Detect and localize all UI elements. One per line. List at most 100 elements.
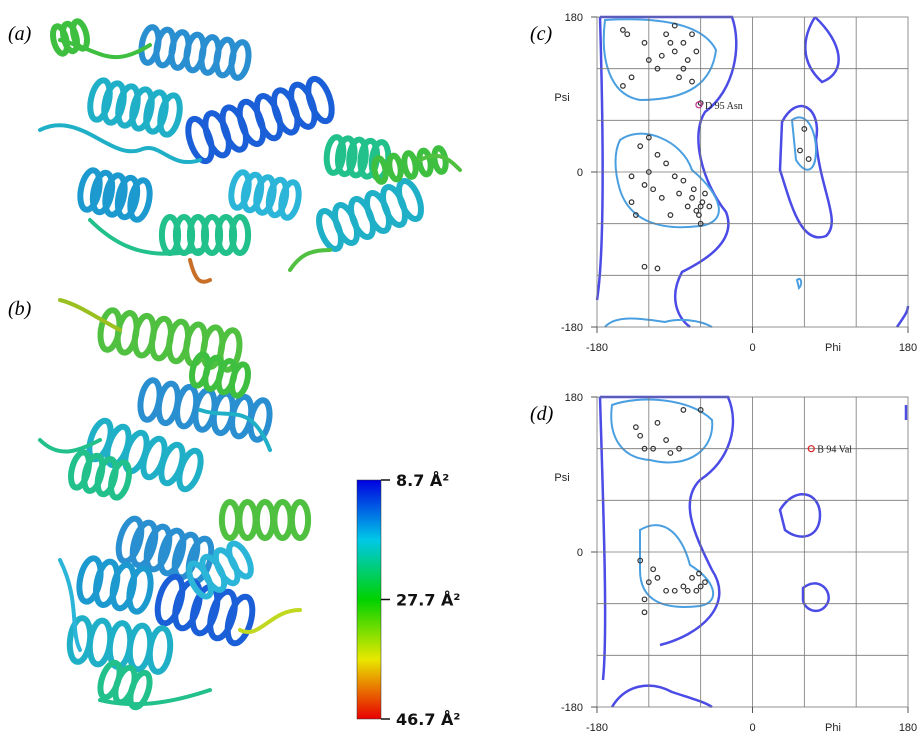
point	[684, 203, 691, 210]
helix-turn	[224, 593, 256, 647]
x-tick-label: 180	[899, 722, 917, 733]
loop	[418, 153, 462, 172]
helix-turn	[114, 174, 141, 221]
helix-turn	[278, 179, 302, 221]
point	[645, 134, 652, 141]
point	[628, 74, 635, 81]
helix-turn	[146, 625, 174, 675]
point	[650, 186, 657, 193]
point	[684, 57, 691, 63]
x-tick-label: 0	[749, 722, 755, 733]
point	[689, 194, 695, 201]
loop	[58, 298, 122, 332]
x-tick-label: 180	[899, 342, 917, 354]
helix-turn	[305, 75, 335, 125]
helix-turn	[157, 527, 187, 577]
point	[676, 74, 682, 81]
point	[637, 557, 644, 564]
helix-turn	[154, 573, 186, 627]
point	[645, 169, 652, 175]
y-tick-label: -180	[561, 322, 583, 334]
point	[696, 212, 702, 218]
x-axis-label: Phi	[825, 342, 841, 354]
loop	[58, 38, 152, 60]
loop	[238, 608, 302, 634]
helix-turn	[207, 588, 238, 642]
annotated-point	[695, 101, 703, 109]
point	[697, 220, 704, 227]
point	[667, 212, 674, 218]
point	[620, 82, 626, 89]
panel-label: (a)	[8, 23, 32, 45]
loop	[198, 408, 272, 452]
point	[641, 596, 648, 603]
contours	[595, 15, 910, 709]
panel-label: (c)	[530, 23, 553, 45]
point	[628, 199, 635, 206]
point	[654, 419, 661, 426]
point	[641, 445, 648, 452]
point	[667, 39, 674, 46]
panel-label: (b)	[8, 298, 32, 320]
point	[667, 450, 674, 456]
point	[641, 263, 648, 270]
point	[693, 207, 700, 214]
point	[676, 445, 682, 452]
helix-turn	[127, 669, 153, 711]
helix-turn	[416, 147, 434, 178]
point	[641, 609, 648, 616]
helix-turn	[129, 519, 159, 569]
y-tick-label: 0	[577, 547, 583, 559]
point	[632, 424, 639, 431]
helix-turn	[346, 136, 369, 179]
loop	[38, 438, 102, 454]
point	[663, 160, 670, 167]
point	[676, 190, 682, 197]
point	[697, 583, 704, 590]
point	[689, 574, 695, 581]
point	[696, 570, 702, 577]
point	[702, 190, 708, 197]
y-axis-label: Psi	[554, 92, 569, 104]
helix-turn	[143, 89, 169, 135]
point	[654, 65, 661, 72]
point	[680, 177, 687, 184]
point	[654, 574, 661, 581]
helix-turn	[386, 152, 404, 183]
panel-label: (d)	[530, 403, 554, 425]
loop	[98, 688, 212, 707]
point	[620, 27, 626, 33]
annotation: B 94 Val	[817, 445, 852, 456]
point	[645, 57, 652, 63]
point	[654, 151, 661, 158]
point	[628, 173, 635, 180]
point	[693, 48, 700, 55]
helix-turn	[401, 150, 419, 180]
point	[684, 587, 691, 594]
point	[690, 186, 697, 193]
helix-turn	[334, 135, 358, 178]
point	[706, 203, 713, 210]
helix-turn	[240, 171, 265, 214]
point	[671, 173, 678, 180]
helix-turn	[101, 80, 127, 126]
helix-turn	[129, 86, 155, 132]
helix-turn	[218, 499, 242, 541]
point	[697, 100, 704, 107]
point	[801, 126, 808, 132]
point	[702, 579, 708, 586]
helix-turn	[115, 515, 145, 565]
helix-turn	[236, 499, 259, 541]
annotation: D 95 Asn	[705, 101, 743, 112]
point	[645, 579, 652, 586]
helix-turn	[228, 214, 252, 256]
helix-turn	[127, 177, 153, 223]
point	[663, 437, 670, 443]
point	[671, 48, 678, 55]
colorbar-label: 46.7 Å²	[396, 710, 460, 729]
helix-turn	[157, 92, 183, 138]
helix-turn	[143, 523, 173, 573]
helix-turn	[288, 499, 312, 541]
loop	[58, 558, 82, 652]
